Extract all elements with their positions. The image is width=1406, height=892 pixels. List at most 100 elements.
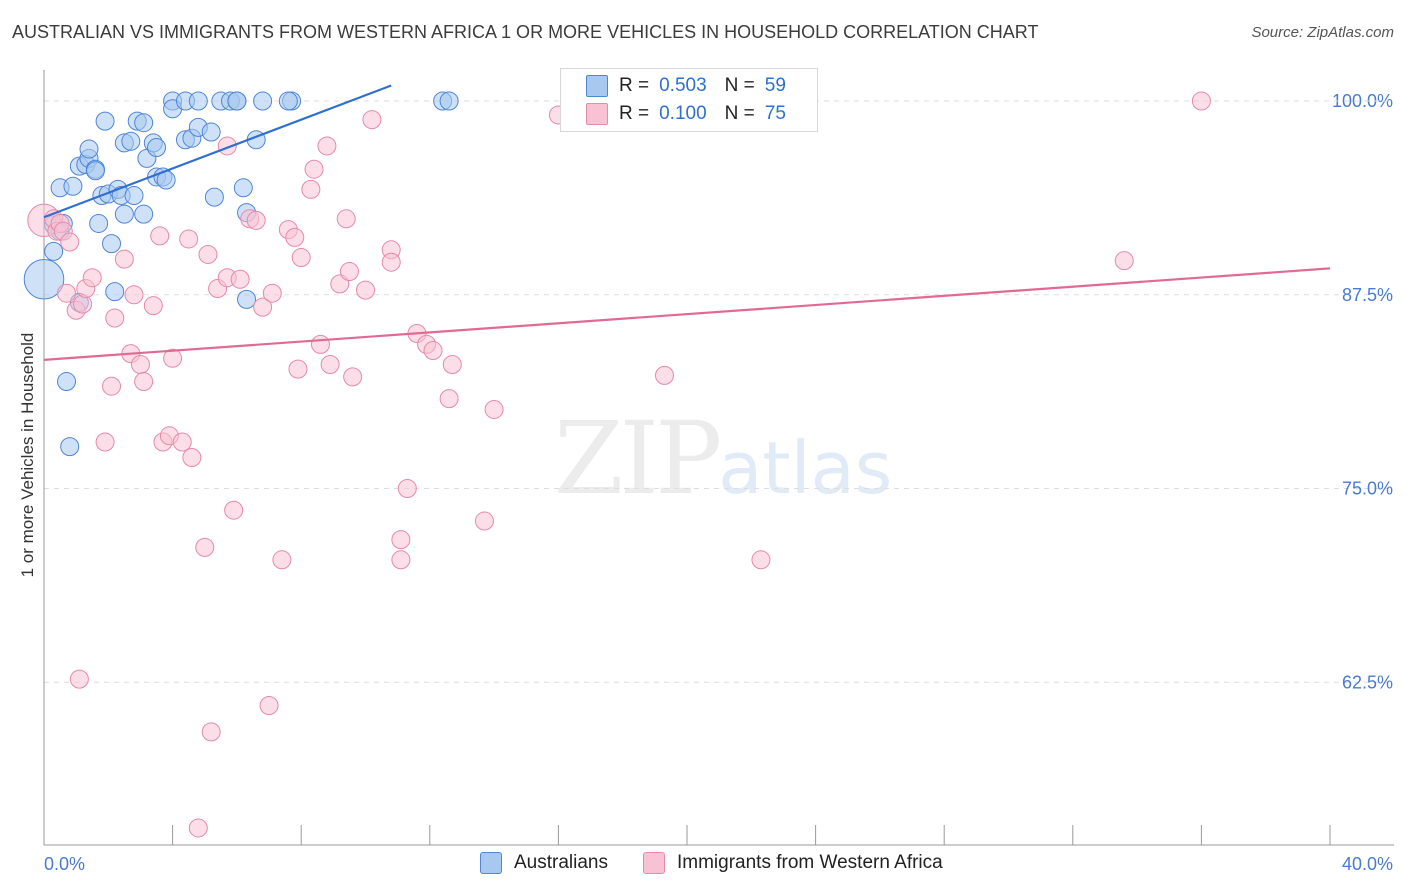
australians-point [233,178,253,198]
australians-point [89,213,109,233]
immigrants-point [381,252,401,272]
australians-point [147,138,167,157]
immigrants-point [201,722,221,742]
immigrants-point [163,348,183,368]
legend-n-label: N = [724,75,755,96]
australians-point [134,204,154,224]
immigrants-point [130,355,150,374]
immigrants-point [150,226,170,246]
immigrants-point [339,262,359,281]
immigrants-point [262,283,282,303]
legend-item-immigrants[interactable]: Immigrants from Western Africa [643,852,943,874]
immigrants-point [1114,251,1134,271]
immigrants-point [73,294,93,314]
immigrants-point [474,511,494,531]
immigrants-point [105,308,125,328]
immigrants-point [179,229,199,249]
australians-point [121,131,141,151]
immigrants-point [391,530,411,550]
legend-swatch-blue [480,852,502,874]
legend-swatch-pink [643,852,665,874]
immigrants-point [259,696,279,715]
australians-point [63,176,83,196]
legend-swatch-pink [586,103,608,125]
immigrants-point [336,209,356,229]
y-tick-label: 87.5% [1342,285,1393,305]
immigrants-point [317,136,337,156]
australians-point [253,91,273,111]
immigrants-point [484,399,504,419]
watermark-atlas: atlas [718,426,893,510]
australians-point [201,122,221,142]
legend-n-label: N = [724,103,755,124]
immigrants-point [198,244,218,264]
immigrants-point [57,283,77,303]
australians-point [237,289,257,309]
legend-label-immigrants: Immigrants from Western Africa [677,852,943,873]
immigrants-point [320,355,340,374]
immigrants-trend-line [43,267,1331,361]
legend-n-value: 75 [764,103,786,124]
chart-title: AUSTRALIAN VS IMMIGRANTS FROM WESTERN AF… [12,22,1039,42]
immigrants-point [442,355,462,374]
y-tick-label: 62.5% [1342,672,1393,692]
immigrants-point [1191,91,1211,111]
immigrants-point [301,179,321,199]
australians-point [23,258,65,300]
immigrants-point [246,210,266,230]
legend-r-value: 0.100 [659,103,707,124]
immigrants-point [195,537,215,557]
legend-row-immigrants: R = 0.100 N = 75 [586,102,786,126]
immigrants-point [69,669,89,689]
watermark: ZIPatlas [554,400,892,517]
australians-point [79,139,99,159]
immigrants-point [362,110,382,130]
immigrants-point [310,334,330,354]
australians-point [60,437,80,457]
immigrants-point [654,365,674,385]
immigrants-point [304,159,324,179]
immigrants-point [272,550,292,570]
immigrants-point [291,248,311,268]
australians-point [278,91,298,111]
immigrants-point [124,285,144,305]
legend-item-australians[interactable]: Australians [480,852,608,874]
immigrants-point [253,297,273,317]
legend-row-australians: R = 0.503 N = 59 [586,74,786,98]
immigrants-point [285,227,305,247]
australians-point [134,113,154,133]
australians-point [105,282,125,302]
watermark-zip: ZIP [554,400,722,517]
immigrants-point [82,268,102,288]
x-tick-label: 40.0% [1342,854,1393,874]
y-tick-label: 75.0% [1342,479,1393,499]
australians-point [102,234,122,254]
legend-n-value: 59 [764,75,786,96]
y-tick-label: 100.0% [1332,91,1393,111]
immigrants-point [143,296,163,316]
australians-point [204,187,224,207]
x-tick-label: 0.0% [44,854,85,874]
australians-point [44,241,64,261]
series-legend: Australians Immigrants from Western Afri… [0,852,1406,876]
australians-trend-line [43,84,392,219]
immigrants-point [188,818,208,838]
australians-point [227,91,247,111]
immigrants-point [439,389,459,409]
legend-label-australians: Australians [514,852,608,873]
australians-point [114,204,134,224]
legend-r-label: R = [619,103,650,124]
correlation-legend: R = 0.503 N = 59 R = 0.100 N = 75 [560,68,818,132]
immigrants-point [102,376,122,396]
immigrants-point [172,432,192,452]
immigrants-point [60,232,80,252]
immigrants-point [423,341,443,361]
immigrants-point [356,280,375,300]
immigrants-point [288,359,308,379]
immigrants-point [95,432,115,452]
immigrants-point [134,372,154,392]
legend-swatch-blue [586,75,608,97]
immigrants-point [391,550,411,570]
immigrants-point [397,479,417,498]
